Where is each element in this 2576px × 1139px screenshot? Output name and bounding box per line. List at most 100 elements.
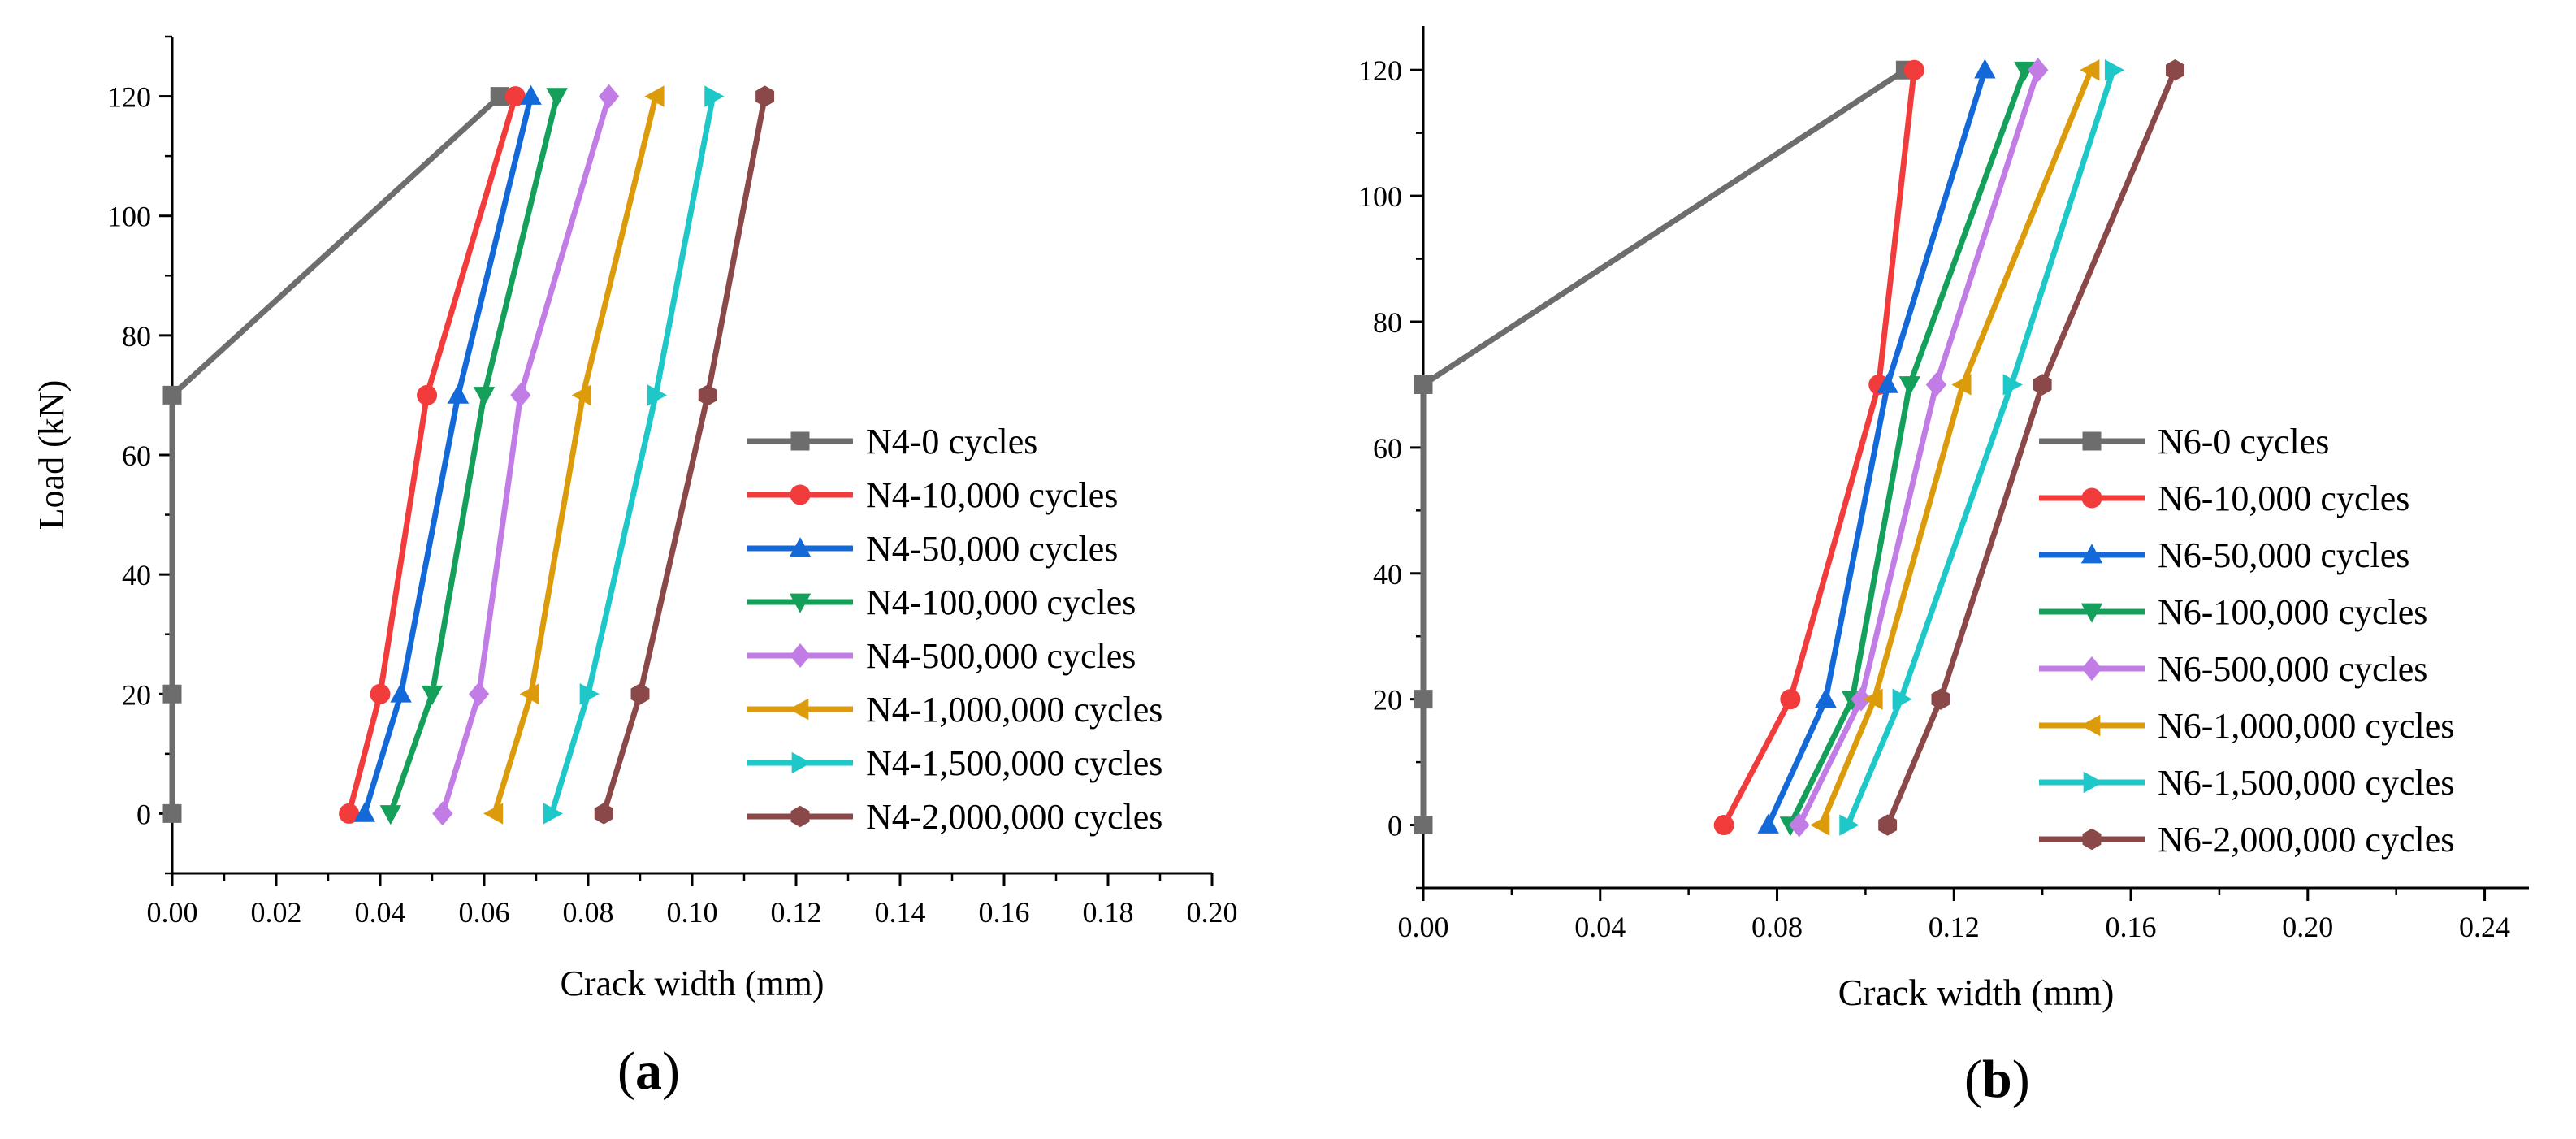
legend-marker xyxy=(2082,828,2102,851)
x-tick-label: 0.06 xyxy=(459,896,510,929)
data-point xyxy=(1713,815,1734,836)
y-tick-label: 100 xyxy=(1358,180,1402,213)
data-point xyxy=(1974,58,1996,79)
data-point xyxy=(1951,374,1972,396)
data-point xyxy=(1878,814,1898,836)
data-point xyxy=(370,683,391,704)
legend-entry: N4-50,000 cycles xyxy=(747,529,1118,569)
data-point xyxy=(519,683,539,705)
legend-entry: N6-10,000 cycles xyxy=(2039,479,2409,518)
data-point xyxy=(1877,373,1898,393)
data-point xyxy=(1839,814,1859,836)
data-point xyxy=(1925,372,1947,397)
x-tick-label: 0.08 xyxy=(1751,911,1803,943)
x-tick-label: 0.12 xyxy=(1929,911,1980,943)
series-a-5 xyxy=(483,85,665,825)
data-point xyxy=(579,683,600,705)
data-point xyxy=(353,802,376,822)
legend-marker xyxy=(790,431,810,451)
data-point xyxy=(468,682,490,707)
data-point xyxy=(520,84,542,105)
series-a-1 xyxy=(339,86,526,824)
series-b-6 xyxy=(1839,58,2125,836)
series-line xyxy=(1796,69,2041,827)
data-point xyxy=(162,385,182,405)
legend-marker xyxy=(2083,771,2103,794)
y-tick-label: 20 xyxy=(1373,684,1402,717)
x-tick-label: 0.04 xyxy=(1574,911,1626,943)
x-tick-label: 0.24 xyxy=(2459,911,2510,943)
data-point xyxy=(2028,58,2049,83)
series-line xyxy=(1765,69,1988,827)
x-tick-label: 0.12 xyxy=(771,896,822,929)
legend-label: N6-500,000 cycles xyxy=(2158,649,2427,689)
series-line xyxy=(346,95,518,815)
legend-label: N4-1,500,000 cycles xyxy=(866,743,1162,783)
data-point xyxy=(1414,690,1433,709)
legend-marker xyxy=(2081,656,2102,681)
series-line xyxy=(1787,68,2028,827)
y-tick-label: 40 xyxy=(122,559,151,591)
data-point xyxy=(571,384,591,406)
data-point xyxy=(704,85,725,107)
series-line xyxy=(1845,69,2116,826)
legend-entry: N6-1,500,000 cycles xyxy=(2039,763,2454,803)
legend-label: N4-500,000 cycles xyxy=(866,636,1136,676)
legend-marker xyxy=(789,593,812,613)
legend-entry: N6-500,000 cycles xyxy=(2039,649,2427,689)
data-point xyxy=(2104,58,2125,81)
data-point xyxy=(1810,814,1830,836)
legend-label: N4-10,000 cycles xyxy=(866,475,1118,515)
x-tick-label: 0.20 xyxy=(1187,896,1238,929)
x-tick-label: 0.00 xyxy=(1398,911,1449,943)
series-line xyxy=(491,95,659,815)
series-line xyxy=(548,95,717,815)
legend-marker xyxy=(789,698,809,721)
legend-entry: N6-50,000 cycles xyxy=(2039,535,2409,575)
series-b-2 xyxy=(1757,58,1996,834)
x-tick-label: 0.10 xyxy=(667,896,718,929)
x-tick-label: 0.04 xyxy=(355,896,406,929)
data-point xyxy=(543,803,563,825)
y-axis-label: Load (kN) xyxy=(32,380,71,531)
y-tick-label: 80 xyxy=(122,320,151,353)
data-point xyxy=(630,683,650,705)
x-tick-label: 0.20 xyxy=(2282,911,2333,943)
data-point xyxy=(1780,689,1801,710)
x-axis-label: Crack width (mm) xyxy=(1838,972,2115,1013)
data-point xyxy=(1757,813,1779,834)
data-point xyxy=(2080,58,2100,81)
x-tick-label: 0.08 xyxy=(563,896,614,929)
data-point xyxy=(2002,374,2023,396)
legend-entry: N6-2,000,000 cycles xyxy=(2039,820,2454,860)
series-line xyxy=(600,95,768,815)
data-point xyxy=(490,87,509,106)
legend-label: N6-1,000,000 cycles xyxy=(2158,706,2454,746)
y-tick-label: 0 xyxy=(136,798,151,830)
data-point xyxy=(504,86,526,107)
legend-marker xyxy=(2082,431,2102,451)
series-line xyxy=(1885,68,2178,826)
series-line xyxy=(362,95,535,815)
y-tick-label: 40 xyxy=(1373,558,1402,591)
series-b-4 xyxy=(1789,58,2049,838)
y-tick-label: 120 xyxy=(1358,54,1402,87)
legend-marker xyxy=(2080,714,2101,737)
series-line xyxy=(1818,68,2094,826)
legend-entry: N6-0 cycles xyxy=(2039,422,2329,461)
data-point xyxy=(1898,376,1921,396)
data-point xyxy=(421,685,444,706)
legend-marker xyxy=(790,484,811,505)
data-point xyxy=(698,384,717,406)
series-a-7 xyxy=(594,85,775,825)
series-line xyxy=(1721,69,1917,827)
data-point xyxy=(598,84,620,109)
legend-entry: N6-100,000 cycles xyxy=(2039,592,2427,632)
data-point xyxy=(510,383,531,408)
series-b-5 xyxy=(1810,58,2100,836)
legend-entry: N4-100,000 cycles xyxy=(747,582,1136,622)
x-tick-label: 0.16 xyxy=(2106,911,2157,943)
legend-entry: N4-2,000,000 cycles xyxy=(747,797,1162,837)
chart-panel-b: 0.00 0.04 0.08 0.12 0.16 0.20 0.24 0 20 40 60 80 100… xyxy=(1358,26,2529,1109)
data-point xyxy=(1903,59,1924,80)
